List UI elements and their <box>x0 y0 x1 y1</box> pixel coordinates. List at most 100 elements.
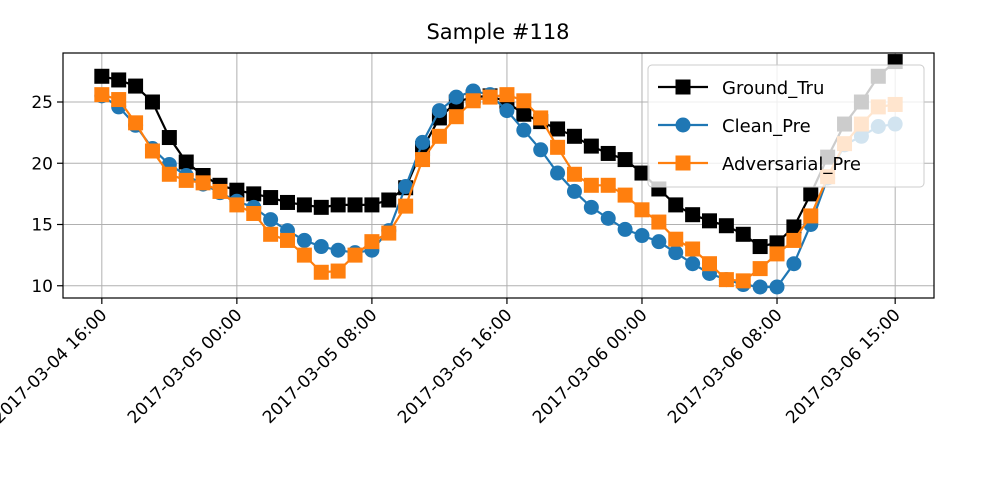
data-point <box>246 186 262 202</box>
data-point <box>786 219 802 235</box>
data-point <box>617 152 633 168</box>
data-point <box>431 103 447 119</box>
data-point <box>431 128 447 144</box>
data-point <box>566 183 582 199</box>
data-point <box>499 103 515 119</box>
data-point <box>448 109 464 125</box>
data-point <box>769 246 785 262</box>
data-point <box>533 142 549 158</box>
data-point <box>296 197 312 213</box>
data-point <box>229 197 245 213</box>
data-point <box>769 279 785 295</box>
data-point <box>313 239 329 255</box>
legend-entry: Adversarial_Pre <box>658 154 861 175</box>
data-point <box>600 145 616 161</box>
data-point <box>634 228 650 244</box>
data-point <box>718 218 734 234</box>
data-point <box>752 239 768 255</box>
data-point <box>111 92 127 108</box>
data-point <box>195 175 211 191</box>
data-point <box>600 177 616 193</box>
data-point <box>685 256 701 272</box>
data-point <box>347 197 363 213</box>
data-point <box>263 212 279 228</box>
data-point <box>634 202 650 218</box>
data-point <box>550 121 566 137</box>
data-point <box>313 199 329 215</box>
data-point <box>280 194 296 210</box>
legend-marker <box>675 79 691 95</box>
data-point <box>533 110 549 126</box>
legend-label: Adversarial_Pre <box>722 154 861 175</box>
data-point <box>263 190 279 206</box>
chart-title: Sample #118 <box>426 20 569 44</box>
data-point <box>634 165 650 181</box>
data-point <box>296 232 312 248</box>
data-point <box>313 264 329 280</box>
data-point <box>668 197 684 213</box>
legend-label: Ground_Tru <box>722 78 824 99</box>
legend-marker <box>675 155 691 171</box>
data-point <box>381 192 397 208</box>
data-point <box>482 89 498 105</box>
data-point <box>465 93 481 109</box>
data-point <box>144 143 160 159</box>
data-point <box>415 134 431 150</box>
data-point <box>364 234 380 250</box>
data-point <box>550 139 566 155</box>
data-point <box>752 261 768 277</box>
data-point <box>144 94 160 110</box>
legend-box <box>647 64 925 188</box>
data-point <box>701 256 717 272</box>
data-point <box>600 210 616 226</box>
data-point <box>668 231 684 247</box>
data-point <box>296 247 312 263</box>
data-point <box>617 187 633 203</box>
data-point <box>668 245 684 261</box>
data-point <box>178 172 194 188</box>
data-point <box>263 226 279 242</box>
data-point <box>651 214 667 230</box>
data-point <box>178 154 194 170</box>
data-point <box>499 87 515 103</box>
data-point <box>347 247 363 263</box>
y-tick-label: 15 <box>31 216 53 236</box>
data-point <box>550 165 566 181</box>
data-point <box>566 128 582 144</box>
data-point <box>94 87 110 103</box>
data-point <box>330 242 346 258</box>
data-point <box>786 256 802 272</box>
data-point <box>364 197 380 213</box>
data-point <box>583 199 599 215</box>
y-tick-label: 10 <box>31 277 53 297</box>
data-point <box>246 205 262 221</box>
legend: Ground_Tru Clean_Pre Adversarial_Pre <box>647 64 925 188</box>
data-point <box>566 166 582 182</box>
data-point <box>685 241 701 257</box>
data-point <box>161 166 177 182</box>
data-point <box>803 208 819 224</box>
data-point <box>330 197 346 213</box>
data-point <box>516 106 532 122</box>
data-point <box>398 179 414 195</box>
data-point <box>786 232 802 248</box>
data-point <box>381 225 397 241</box>
data-point <box>617 221 633 237</box>
plot-frame <box>62 52 935 299</box>
data-point <box>685 207 701 223</box>
data-point <box>803 186 819 202</box>
y-tick-label: 20 <box>31 154 53 174</box>
legend-entry: Clean_Pre <box>658 116 811 137</box>
data-point <box>752 279 768 295</box>
data-point <box>94 68 110 84</box>
data-point <box>701 213 717 229</box>
data-point <box>280 232 296 248</box>
data-point <box>583 138 599 154</box>
data-point <box>735 226 751 242</box>
data-point <box>161 130 177 146</box>
y-tick-label: 25 <box>31 93 53 113</box>
data-point <box>398 198 414 214</box>
data-point <box>330 263 346 279</box>
legend-marker <box>675 117 691 133</box>
